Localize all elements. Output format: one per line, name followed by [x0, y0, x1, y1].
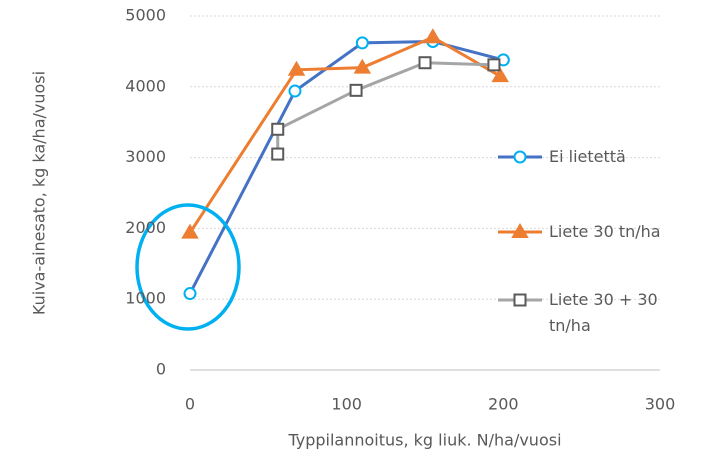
legend-marker — [513, 293, 527, 307]
y-tick-label: 3000 — [125, 147, 166, 166]
y-tick-label: 0 — [156, 360, 166, 379]
legend-label: Liete 30 tn/ha — [549, 222, 661, 241]
y-tick-label: 1000 — [125, 289, 166, 308]
marker — [271, 147, 285, 161]
marker — [424, 28, 442, 44]
marker — [287, 60, 306, 76]
y-tick-label: 4000 — [125, 76, 166, 95]
marker — [288, 84, 302, 98]
y-axis-label: Kuiva-ainesato, kg ka/ha/vuosi — [30, 71, 49, 315]
marker — [487, 58, 501, 72]
highlight-ellipse — [135, 203, 241, 331]
marker — [181, 223, 199, 239]
marker — [353, 58, 372, 74]
legend-marker — [511, 223, 529, 238]
legend-label: Ei lietettä — [549, 147, 626, 166]
line — [276, 61, 494, 155]
legend-marker — [513, 150, 527, 164]
legend-label: Liete 30 + 30 tn/ha — [549, 290, 658, 335]
x-tick-label: 0 — [185, 395, 195, 414]
x-tick-label: 100 — [331, 395, 362, 414]
x-tick-label: 300 — [645, 395, 676, 414]
y-tick-label: 5000 — [125, 6, 166, 25]
marker — [355, 36, 369, 50]
marker — [491, 67, 509, 83]
marker — [183, 287, 197, 301]
x-axis-label: Typpilannoitus, kg liuk. N/ha/vuosi — [287, 431, 561, 450]
x-tick-label: 200 — [488, 395, 519, 414]
y-tick-label: 2000 — [125, 218, 166, 237]
marker — [349, 83, 363, 97]
marker — [271, 122, 285, 136]
marker — [418, 56, 432, 70]
